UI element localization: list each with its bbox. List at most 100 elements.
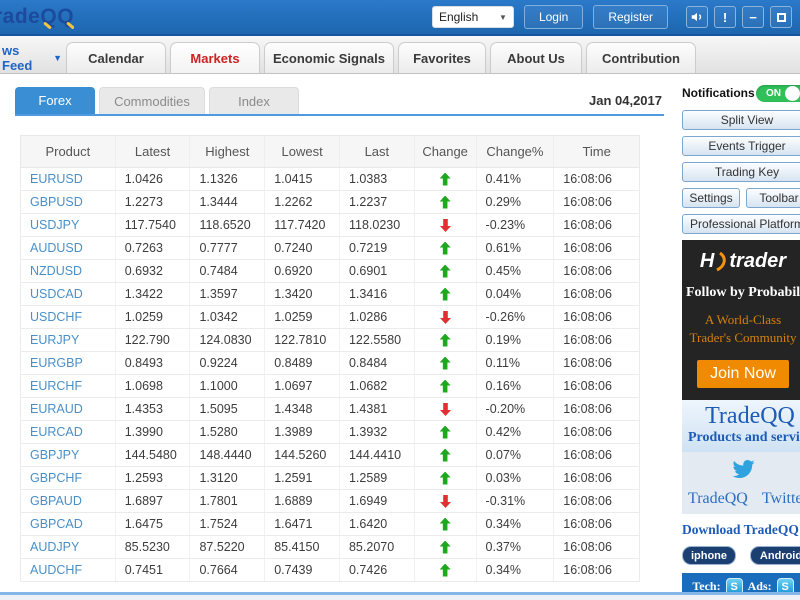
cell-latest: 1.6475	[116, 513, 191, 535]
skype-ads-button[interactable]: S	[776, 578, 794, 592]
trading-key-button[interactable]: Trading Key	[682, 162, 800, 182]
events-trigger-button[interactable]: Events Trigger	[682, 136, 800, 156]
table-row[interactable]: EURCHF 1.0698 1.1000 1.0697 1.0682 0.16% 16:08…	[20, 375, 640, 398]
notifications-toggle[interactable]: ON	[756, 84, 800, 102]
up-arrow-icon	[439, 540, 451, 554]
cell-product[interactable]: GBPCAD	[21, 513, 116, 535]
table-row[interactable]: GBPJPY 144.5480 148.4440 144.5260 144.4410 0.…	[20, 444, 640, 467]
table-row[interactable]: USDCHF 1.0259 1.0342 1.0259 1.0286 -0.26% 16:0…	[20, 306, 640, 329]
sound-button[interactable]	[686, 6, 708, 28]
cell-product[interactable]: EURUSD	[21, 168, 116, 190]
nav-tab-about-us[interactable]: About Us	[490, 42, 582, 73]
ads-label: Ads:	[747, 579, 772, 592]
maximize-button[interactable]	[770, 6, 792, 28]
down-arrow-icon	[440, 495, 451, 508]
cell-change	[415, 306, 477, 328]
cell-product[interactable]: NZDUSD	[21, 260, 116, 282]
join-now-button[interactable]: Join Now	[697, 360, 789, 389]
skype-tech-button[interactable]: S	[725, 578, 743, 592]
cell-change-pct: 0.04%	[477, 283, 555, 305]
app-logo-text: radeQQ	[0, 5, 74, 28]
nav-tab-economic-signals[interactable]: Economic Signals	[264, 42, 394, 73]
table-row[interactable]: EURUSD 1.0426 1.1326 1.0415 1.0383 0.41% 16:08…	[20, 168, 640, 191]
twitter-handle-line[interactable]: TradeQQ Twitter	[688, 490, 800, 508]
table-row[interactable]: EURAUD 1.4353 1.5095 1.4348 1.4381 -0.20% 16:0…	[20, 398, 640, 421]
split-view-button[interactable]: Split View	[682, 110, 800, 130]
up-arrow-icon	[439, 471, 451, 485]
cell-product[interactable]: GBPCHF	[21, 467, 116, 489]
nav-tab-contribution[interactable]: Contribution	[586, 42, 696, 73]
nav-tab-markets[interactable]: Markets	[170, 42, 260, 73]
login-button[interactable]: Login	[523, 5, 584, 29]
table-row[interactable]: EURJPY 122.790 124.0830 122.7810 122.5580 0.1…	[20, 329, 640, 352]
alert-button[interactable]: !	[714, 6, 736, 28]
cell-change-pct: 0.34%	[477, 559, 555, 581]
cell-product[interactable]: AUDCHF	[21, 559, 116, 581]
cell-highest: 0.7484	[190, 260, 266, 282]
table-row[interactable]: USDJPY 117.7540 118.6520 117.7420 118.0230 -0…	[20, 214, 640, 237]
hitrader-ad[interactable]: H trader Follow by Probability A World-C…	[682, 240, 800, 401]
cell-product[interactable]: EURCHF	[21, 375, 116, 397]
table-row[interactable]: EURGBP 0.8493 0.9224 0.8489 0.8484 0.11% 16:08…	[20, 352, 640, 375]
table-row[interactable]: AUDCHF 0.7451 0.7664 0.7439 0.7426 0.34% 16:08…	[20, 559, 640, 582]
cell-last: 0.7426	[340, 559, 415, 581]
table-row[interactable]: EURCAD 1.3990 1.5280 1.3989 1.3932 0.42% 16:08…	[20, 421, 640, 444]
cell-highest: 1.3120	[190, 467, 266, 489]
nav-tab-calendar[interactable]: Calendar	[66, 42, 166, 73]
nav-tab-favorites[interactable]: Favorites	[398, 42, 486, 73]
cell-change	[415, 421, 477, 443]
table-row[interactable]: NZDUSD 0.6932 0.7484 0.6920 0.6901 0.45% 16:08…	[20, 260, 640, 283]
cell-highest: 118.6520	[190, 214, 266, 236]
table-row[interactable]: USDCAD 1.3422 1.3597 1.3420 1.3416 0.04% 16:08…	[20, 283, 640, 306]
tech-label: Tech:	[692, 579, 721, 592]
nav-tab-news-feed[interactable]: ws Feed ▼	[2, 42, 62, 73]
table-row[interactable]: GBPUSD 1.2273 1.3444 1.2262 1.2237 0.29% 16:08…	[20, 191, 640, 214]
iphone-download-button[interactable]: iphone	[682, 546, 736, 566]
cell-product[interactable]: USDJPY	[21, 214, 116, 236]
cell-product[interactable]: GBPAUD	[21, 490, 116, 512]
cell-product[interactable]: USDCHF	[21, 306, 116, 328]
tab-forex[interactable]: Forex	[15, 87, 95, 114]
cell-product[interactable]: AUDUSD	[21, 237, 116, 259]
table-row[interactable]: GBPAUD 1.6897 1.7801 1.6889 1.6949 -0.31% 16:0…	[20, 490, 640, 513]
cell-product[interactable]: USDCAD	[21, 283, 116, 305]
cell-last: 1.6420	[340, 513, 415, 535]
cell-product[interactable]: EURAUD	[21, 398, 116, 420]
table-row[interactable]: AUDJPY 85.5230 87.5220 85.4150 85.2070 0.37% 1…	[20, 536, 640, 559]
tab-index[interactable]: Index	[209, 87, 299, 114]
tab-commodities[interactable]: Commodities	[99, 87, 205, 114]
android-download-button[interactable]: Android	[750, 546, 800, 566]
settings-button[interactable]: Settings	[682, 188, 740, 208]
cell-product[interactable]: EURCAD	[21, 421, 116, 443]
cell-lowest: 1.6471	[265, 513, 340, 535]
cell-last: 1.0682	[340, 375, 415, 397]
twitter-link[interactable]	[730, 457, 757, 486]
professional-platform-button[interactable]: Professional Platform	[682, 214, 800, 234]
cell-change	[415, 237, 477, 259]
toolbar-button[interactable]: Toolbar	[746, 188, 800, 208]
cell-lowest: 1.3989	[265, 421, 340, 443]
cell-change	[415, 536, 477, 558]
register-button[interactable]: Register	[593, 5, 668, 29]
chevron-down-icon: ▼	[499, 12, 507, 22]
cell-product[interactable]: EURGBP	[21, 352, 116, 374]
cell-time: 16:08:06	[563, 563, 612, 577]
cell-latest: 1.0426	[116, 168, 191, 190]
cell-highest: 0.7664	[190, 559, 266, 581]
header-time: Time	[582, 144, 611, 159]
cell-product[interactable]: GBPUSD	[21, 191, 116, 213]
cell-change	[415, 467, 477, 489]
minimize-button[interactable]: −	[742, 6, 764, 28]
cell-last: 144.4410	[340, 444, 415, 466]
cell-change-pct: 0.61%	[477, 237, 555, 259]
table-row[interactable]: GBPCHF 1.2593 1.3120 1.2591 1.2589 0.03% 16:08…	[20, 467, 640, 490]
table-row[interactable]: GBPCAD 1.6475 1.7524 1.6471 1.6420 0.34% 16:08…	[20, 513, 640, 536]
cell-product[interactable]: EURJPY	[21, 329, 116, 351]
table-row[interactable]: AUDUSD 0.7263 0.7777 0.7240 0.7219 0.61% 16:08…	[20, 237, 640, 260]
cell-change-pct: 0.11%	[477, 352, 555, 374]
cell-product[interactable]: AUDJPY	[21, 536, 116, 558]
cell-product[interactable]: GBPJPY	[21, 444, 116, 466]
cell-latest: 1.4353	[116, 398, 191, 420]
cell-change	[415, 375, 477, 397]
language-select[interactable]: English ▼	[431, 6, 514, 28]
